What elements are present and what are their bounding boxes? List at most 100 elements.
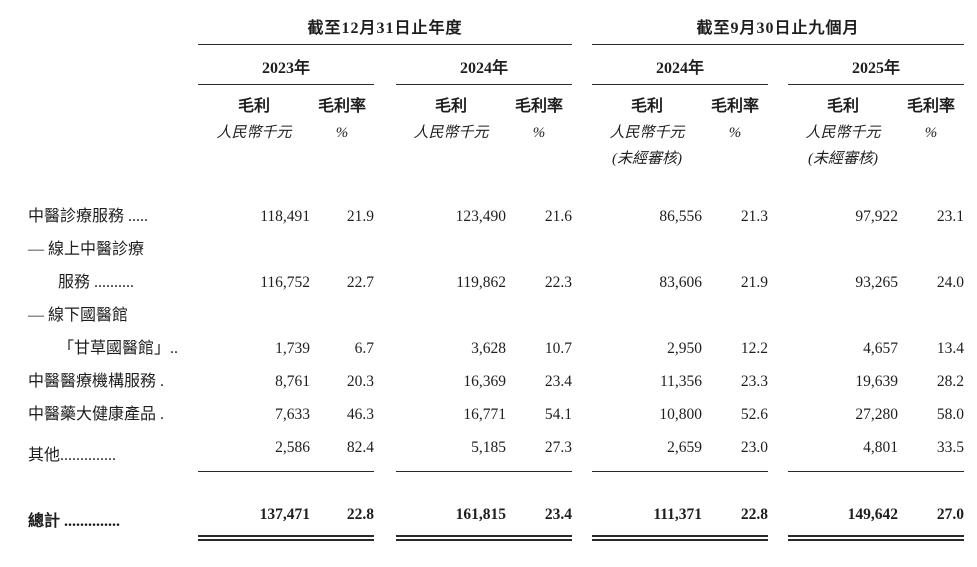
gross-profit-label: 毛利 [826, 98, 859, 115]
column-gap [374, 233, 396, 299]
measure-header-gp: 毛利 人民幣千元 [396, 85, 506, 173]
unaudited-note: (未經審核) [612, 151, 682, 167]
cell-value: 93,265 [855, 274, 898, 291]
cell-value: 5,185 [396, 431, 506, 472]
table-row: — 線下國醫館 「甘草國醫館」.. 1,739 6.7 3,628 10.7 2,950 12… [28, 299, 964, 365]
period-header-row: 截至12月31日止年度 截至9月30日止九個月 [28, 14, 964, 45]
year-header-row: 2023年 2024年 2024年 2025年 [28, 44, 964, 85]
period-group-title-fy: 截至12月31日止年度 [198, 14, 572, 45]
row-label-line: 中醫藥大健康產品 . [28, 406, 165, 423]
cell-value: 2,586 [198, 431, 310, 472]
cell-value: 83,606 [659, 274, 702, 291]
row-label: 中醫診療服務 ..... [28, 172, 198, 233]
row-label: — 線下國醫館「甘草國醫館」.. [28, 299, 198, 365]
cell-value: 19,639 [855, 373, 898, 390]
column-gap [572, 498, 592, 538]
cell-value: 16,771 [463, 406, 506, 423]
row-label: 中醫藥大健康產品 . [28, 398, 198, 431]
cell-value: 137,471 [198, 497, 310, 541]
cell-value: 23.4 [544, 373, 572, 390]
cell-value: 16,369 [463, 373, 506, 390]
column-gap [768, 85, 788, 173]
cell-value: 21.9 [346, 208, 374, 225]
cell-value: 23.0 [702, 431, 768, 472]
year-header-9m2024: 2024年 [592, 44, 768, 85]
cell-value: 1,739 [275, 340, 310, 357]
cell-value: 10.7 [544, 340, 572, 357]
unit-label: % [728, 125, 742, 141]
cell-value: 118,491 [260, 208, 310, 225]
row-label: 中醫醫療機構服務 . [28, 365, 198, 398]
row-label-line: 「甘草國醫館」.. [58, 340, 179, 357]
spacer-row [28, 472, 964, 498]
table-row: 中醫醫療機構服務 . 8,761 20.3 16,369 23.4 11,356 23.3 1… [28, 365, 964, 398]
cell-value: 23.1 [936, 208, 964, 225]
cell-value: 21.6 [544, 208, 572, 225]
measure-header-row: 毛利 人民幣千元 毛利率 % 毛利 人民幣千元 毛利率 % [28, 85, 964, 173]
cell-value: 27,280 [855, 406, 898, 423]
cell-value: 28.2 [936, 373, 964, 390]
column-gap [572, 45, 592, 85]
cell-value: 82.4 [310, 431, 374, 472]
unit-label: 人民幣千元 [216, 125, 292, 141]
cell-value: 27.3 [506, 431, 572, 472]
cell-value: 27.0 [898, 497, 964, 541]
period-group-title-9m: 截至9月30日止九個月 [592, 14, 964, 45]
measure-header-margin: 毛利率 % [702, 85, 768, 173]
column-gap [768, 398, 788, 431]
group-gap [572, 14, 592, 45]
column-gap [374, 431, 396, 472]
cell-value: 21.9 [740, 274, 768, 291]
unaudited-note: (未經審核) [808, 151, 878, 167]
column-gap [572, 299, 592, 365]
cell-value: 24.0 [936, 274, 964, 291]
total-row: 總計 .............. 137,471 22.8 161,815 23.4 1… [28, 497, 964, 541]
measure-header-margin: 毛利率 % [898, 85, 964, 173]
cell-value: 23.4 [506, 497, 572, 541]
cell-value: 111,371 [592, 497, 702, 541]
column-gap [768, 233, 788, 299]
cell-value: 97,922 [855, 208, 898, 225]
cell-value: 4,801 [788, 431, 898, 472]
cell-value: 12.2 [740, 340, 768, 357]
gross-profit-label: 毛利 [237, 98, 270, 115]
measure-header-gp: 毛利 人民幣千元 (未經審核) [592, 85, 702, 173]
table-body: 中醫診療服務 ..... 118,491 21.9 123,490 21.6 86,556… [28, 172, 964, 541]
column-gap [768, 498, 788, 538]
gross-margin-label: 毛利率 [710, 98, 759, 115]
cell-value: 54.1 [544, 406, 572, 423]
gross-margin-label: 毛利率 [514, 98, 563, 115]
cell-value: 13.4 [936, 340, 964, 357]
row-label-line: — 線上中醫診療 [28, 241, 145, 258]
cell-value: 2,659 [592, 431, 702, 472]
column-gap [374, 85, 396, 173]
cell-value: 52.6 [740, 406, 768, 423]
table-header: 截至12月31日止年度 截至9月30日止九個月 2023年 2024年 2024… [28, 14, 964, 172]
cell-value: 22.8 [310, 497, 374, 541]
gross-margin-label: 毛利率 [906, 98, 955, 115]
row-label-line: — 線下國醫館 [28, 307, 129, 324]
column-gap [374, 299, 396, 365]
column-gap [768, 365, 788, 398]
row-label-line: 服務 .......... [58, 274, 135, 291]
table-row: — 線上中醫診療 服務 .......... 116,752 22.7 119,862 2… [28, 233, 964, 299]
column-gap [374, 172, 396, 233]
cell-value: 58.0 [936, 406, 964, 423]
cell-value: 161,815 [396, 497, 506, 541]
cell-value: 6.7 [354, 340, 374, 357]
measure-header-gp: 毛利 人民幣千元 [198, 85, 310, 173]
column-gap [572, 85, 592, 173]
cell-value: 21.3 [740, 208, 768, 225]
cell-value: 119,862 [456, 274, 506, 291]
column-gap [768, 172, 788, 233]
cell-value: 33.5 [898, 431, 964, 472]
cell-value: 11,356 [659, 373, 702, 390]
row-label: — 線上中醫診療服務 .......... [28, 233, 198, 299]
column-gap [572, 365, 592, 398]
corner-cell [28, 85, 198, 173]
cell-value: 22.7 [346, 274, 374, 291]
cell-value: 22.8 [702, 497, 768, 541]
cell-value: 20.3 [346, 373, 374, 390]
year-header-9m2025: 2025年 [788, 44, 964, 85]
column-gap [374, 365, 396, 398]
